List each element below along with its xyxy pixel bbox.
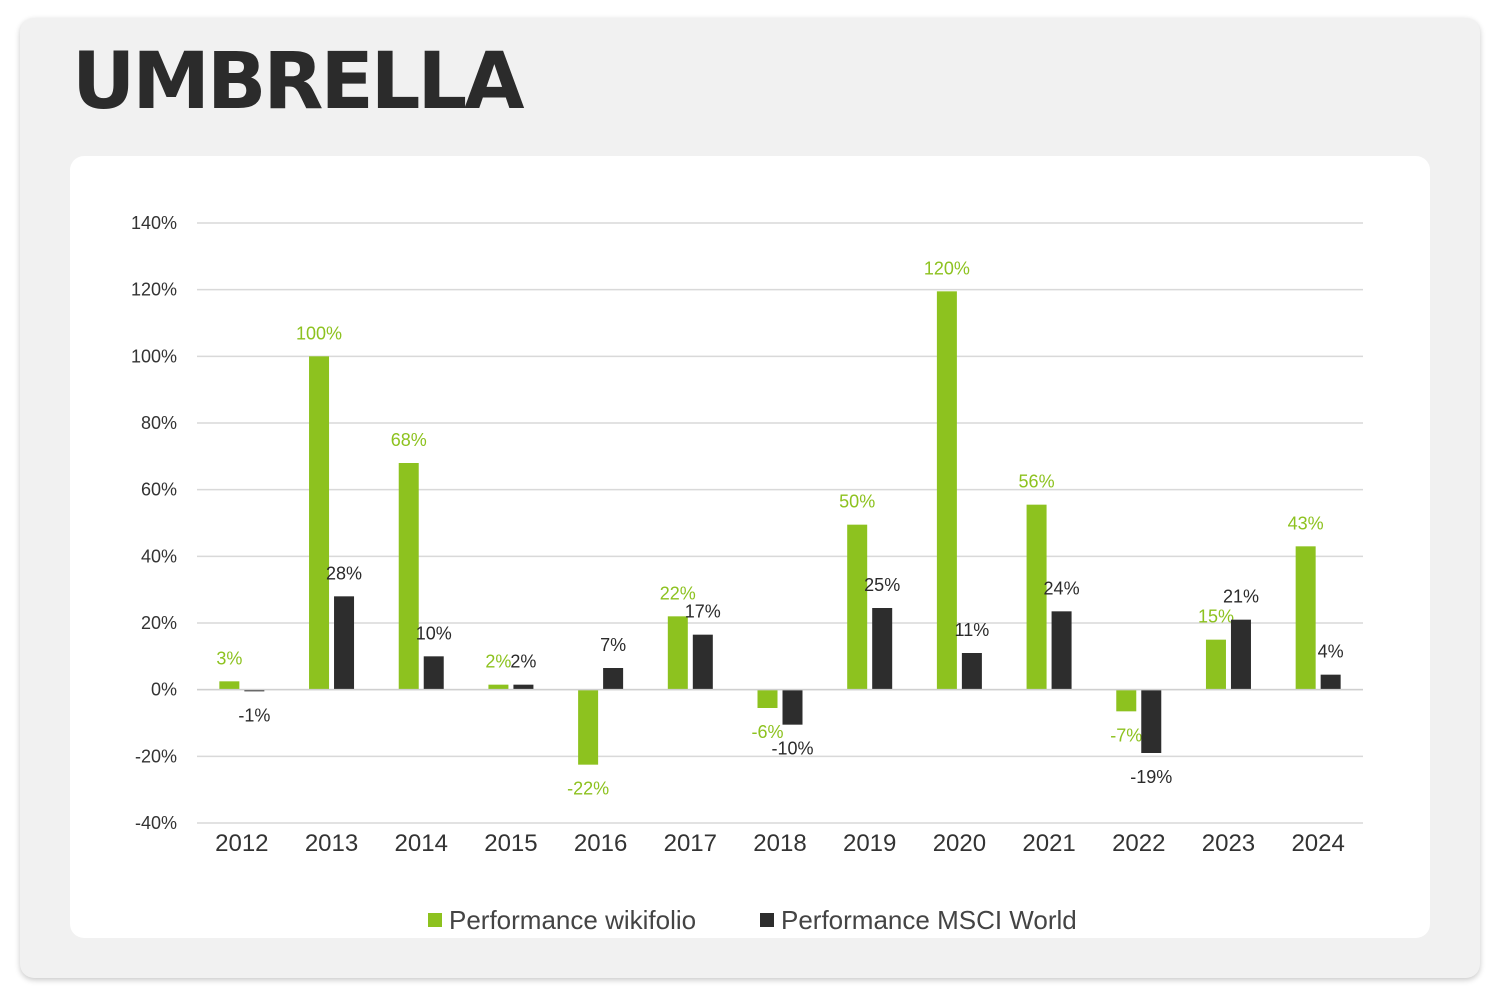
bar-msci-2023	[1230, 619, 1251, 690]
bar-wikifolio-2014	[398, 463, 419, 690]
bar-msci-2012	[244, 689, 265, 692]
data-label-wikifolio-2015: 2%	[485, 652, 511, 672]
data-label-msci-2014: 10%	[416, 623, 452, 643]
bar-msci-2022	[1141, 689, 1162, 753]
x-tick-label: 2013	[305, 830, 358, 857]
bar-chart: -40% -20% 0% 20% 40% 60% 80% 100% 120% 140% 2012 3%…	[131, 213, 1363, 935]
bar-msci-2021	[1051, 611, 1072, 690]
data-label-msci-2017: 17%	[685, 602, 721, 622]
data-label-wikifolio-2016: -22%	[567, 779, 609, 799]
x-tick-label: 2022	[1112, 830, 1165, 857]
data-label-wikifolio-2021: 56%	[1019, 472, 1055, 492]
bar-wikifolio-2024	[1295, 546, 1316, 690]
data-label-msci-2018: -10%	[771, 739, 813, 759]
x-tick-label: 2018	[753, 830, 806, 857]
data-label-msci-2019: 25%	[864, 575, 900, 595]
x-tick-label: 2019	[843, 830, 896, 857]
x-tick-label: 2024	[1291, 830, 1344, 857]
data-label-wikifolio-2020: 120%	[924, 258, 970, 278]
bar-wikifolio-2013	[309, 356, 330, 690]
bar-wikifolio-2015	[488, 684, 509, 690]
bar-msci-2014	[423, 656, 444, 690]
bar-wikifolio-2019	[847, 524, 868, 690]
data-label-msci-2024: 4%	[1318, 642, 1344, 662]
data-label-wikifolio-2017: 22%	[660, 583, 696, 603]
legend-swatch-wikifolio	[428, 913, 442, 927]
card: UMBRELLA -40% -20% 0% 20% 40% 60% 80% 100% 120% 1…	[20, 18, 1480, 978]
bar-msci-2016	[603, 668, 624, 690]
x-tick-label: 2023	[1202, 830, 1255, 857]
bar-msci-2018	[782, 689, 803, 725]
data-label-wikifolio-2024: 43%	[1288, 513, 1324, 533]
bar-wikifolio-2022	[1116, 689, 1137, 712]
legend-label-msci: Performance MSCI World	[781, 905, 1077, 935]
x-tick-label: 2015	[484, 830, 537, 857]
bar-msci-2019	[872, 608, 893, 690]
data-label-msci-2020: 11%	[955, 620, 990, 640]
y-tick-label: -20%	[135, 746, 177, 766]
data-label-wikifolio-2014: 68%	[391, 430, 427, 450]
y-tick-label: 40%	[141, 546, 177, 566]
data-label-wikifolio-2018: -6%	[751, 722, 783, 742]
data-label-msci-2021: 24%	[1044, 578, 1080, 598]
page-title: UMBRELLA	[72, 37, 525, 127]
x-tick-label: 2012	[215, 830, 268, 857]
data-label-msci-2016: 7%	[600, 635, 626, 655]
x-tick-label: 2014	[395, 830, 448, 857]
legend-label-wikifolio: Performance wikifolio	[449, 905, 696, 935]
x-tick-label: 2020	[933, 830, 986, 857]
bar-wikifolio-2017	[667, 616, 688, 690]
data-label-wikifolio-2019: 50%	[839, 492, 875, 512]
x-tick-label: 2016	[574, 830, 627, 857]
data-label-msci-2023: 21%	[1223, 587, 1259, 607]
bar-wikifolio-2021	[1026, 504, 1047, 690]
data-label-wikifolio-2013: 100%	[296, 323, 342, 343]
y-tick-label: 20%	[141, 613, 177, 633]
y-tick-label: 60%	[141, 480, 177, 500]
data-label-msci-2012: -1%	[238, 705, 270, 725]
bar-msci-2020	[961, 653, 982, 690]
bar-wikifolio-2012	[219, 681, 240, 690]
y-tick-label: 120%	[131, 280, 177, 300]
x-tick-label: 2021	[1022, 830, 1075, 857]
chart-panel: -40% -20% 0% 20% 40% 60% 80% 100% 120% 140% 2012 3%…	[70, 156, 1430, 938]
bar-wikifolio-2016	[578, 689, 599, 765]
data-label-msci-2022: -19%	[1130, 767, 1172, 787]
y-tick-label: -40%	[135, 813, 177, 833]
data-label-msci-2013: 28%	[326, 563, 362, 583]
data-label-msci-2015: 2%	[510, 652, 536, 672]
bar-msci-2017	[692, 634, 713, 690]
bar-wikifolio-2020	[936, 291, 957, 690]
bar-wikifolio-2018	[757, 689, 778, 708]
y-tick-label: 0%	[151, 680, 177, 700]
bar-msci-2024	[1320, 674, 1341, 690]
y-tick-label: 140%	[131, 213, 177, 233]
y-tick-label: 100%	[131, 346, 177, 366]
y-tick-label: 80%	[141, 413, 177, 433]
data-label-wikifolio-2023: 15%	[1198, 607, 1234, 627]
bar-wikifolio-2023	[1205, 639, 1226, 690]
bar-msci-2015	[513, 684, 534, 690]
bar-msci-2013	[334, 596, 355, 690]
data-label-wikifolio-2022: -7%	[1110, 725, 1142, 745]
data-label-wikifolio-2012: 3%	[216, 648, 242, 668]
legend-swatch-msci	[760, 913, 774, 927]
x-tick-label: 2017	[664, 830, 717, 857]
